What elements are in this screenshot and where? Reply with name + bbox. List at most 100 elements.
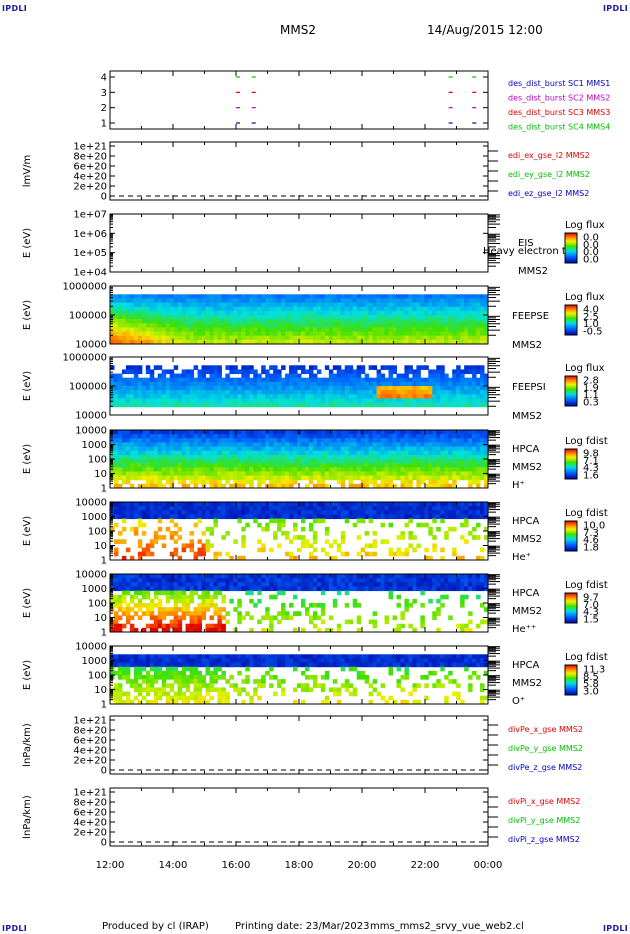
spec-cell [249, 510, 254, 515]
spec-cell [217, 438, 222, 443]
spec-cell [213, 306, 218, 312]
spec-cell [117, 402, 123, 408]
spec-cell [245, 365, 250, 370]
spec-cell [189, 369, 195, 375]
spec-cell [289, 467, 294, 472]
spec-cell [328, 335, 334, 341]
spec-cell [460, 390, 465, 395]
spec-cell [293, 373, 298, 379]
spec-cell [472, 454, 477, 460]
spec-cell [257, 381, 262, 387]
spec-cell [145, 298, 151, 304]
spec-cell [297, 514, 302, 520]
spec-cell [157, 390, 163, 395]
spec-cell [340, 551, 346, 557]
spec-cell [145, 390, 151, 395]
spec-cell [352, 331, 358, 337]
spec-cell [269, 306, 274, 312]
spec-cell [324, 506, 330, 511]
spec-cell [113, 627, 119, 633]
spec-cell [324, 310, 330, 316]
spec-cell [456, 365, 461, 370]
spec-cell [189, 381, 195, 387]
spec-cell [173, 386, 179, 391]
spec-cell [165, 394, 171, 399]
spec-cell [197, 323, 203, 328]
spec-cell [265, 442, 270, 448]
spec-cell [133, 627, 139, 633]
spec-cell [157, 438, 163, 443]
spec-cell [237, 369, 242, 375]
spec-cell [380, 331, 386, 337]
spec-cell [304, 442, 310, 448]
spec-cell [356, 306, 362, 312]
spec-cell [177, 479, 183, 485]
spec-cell [308, 294, 314, 299]
spec-cell [169, 535, 175, 540]
spec-cell [396, 450, 401, 456]
spec-cell [161, 502, 167, 507]
spec-cell [312, 502, 318, 507]
spec-cell [392, 483, 397, 489]
spec-cell [201, 323, 206, 328]
spec-cell [476, 502, 481, 507]
spec-cell [404, 438, 409, 443]
spec-cell [384, 514, 390, 520]
spec-cell [432, 510, 437, 515]
spec-cell [169, 402, 175, 408]
spec-cell [129, 471, 135, 477]
spec-cell [368, 430, 374, 435]
spec-cell [364, 543, 370, 549]
spec-cell [245, 438, 250, 443]
spec-cell [177, 335, 183, 341]
spec-cell [149, 582, 155, 587]
spec-cell [336, 386, 342, 391]
spec-cell [221, 582, 226, 587]
spec-cell [213, 434, 218, 439]
spec-cell [205, 603, 210, 608]
spec-cell [153, 619, 159, 625]
spec-cell [372, 479, 378, 485]
spec-cell [328, 310, 334, 316]
spec-cell [145, 394, 151, 399]
spec-cell [125, 442, 131, 448]
spec-cell [340, 475, 346, 481]
spec-cell [460, 294, 465, 299]
spec-cell [440, 434, 445, 439]
spec-cell [408, 471, 413, 477]
spec-cell [149, 430, 155, 435]
spec-cell [225, 390, 230, 395]
spec-cell [281, 339, 286, 345]
spec-cell [125, 454, 131, 460]
spec-cell [336, 467, 342, 472]
spec-cell [225, 459, 230, 464]
spec-cell [368, 306, 374, 312]
spec-cell [396, 310, 401, 316]
spec-cell [237, 598, 242, 604]
spec-cell [368, 475, 374, 481]
spec-cell [145, 386, 151, 391]
spec-cell [173, 594, 179, 600]
spec-cell [285, 434, 290, 439]
spec-cell [336, 434, 342, 439]
spec-cell [396, 398, 401, 404]
spec-cell [484, 506, 489, 511]
spec-cell [173, 446, 179, 452]
spec-cell [197, 627, 203, 633]
spec-cell [416, 467, 421, 472]
spec-cell [277, 442, 282, 448]
spec-cell [316, 578, 322, 583]
spec-cell [273, 502, 278, 507]
spec-cell [241, 467, 246, 472]
spec-cell [153, 323, 159, 328]
spec-cell [165, 611, 171, 616]
spec-cell [384, 446, 390, 452]
spec-cell [249, 578, 254, 583]
spec-cell [464, 327, 469, 333]
spec-cell [388, 446, 394, 452]
spec-cell [169, 510, 175, 515]
spec-cell [472, 467, 477, 472]
spec-cell [332, 339, 338, 345]
spec-cell [201, 335, 206, 341]
spec-cell [177, 450, 183, 456]
